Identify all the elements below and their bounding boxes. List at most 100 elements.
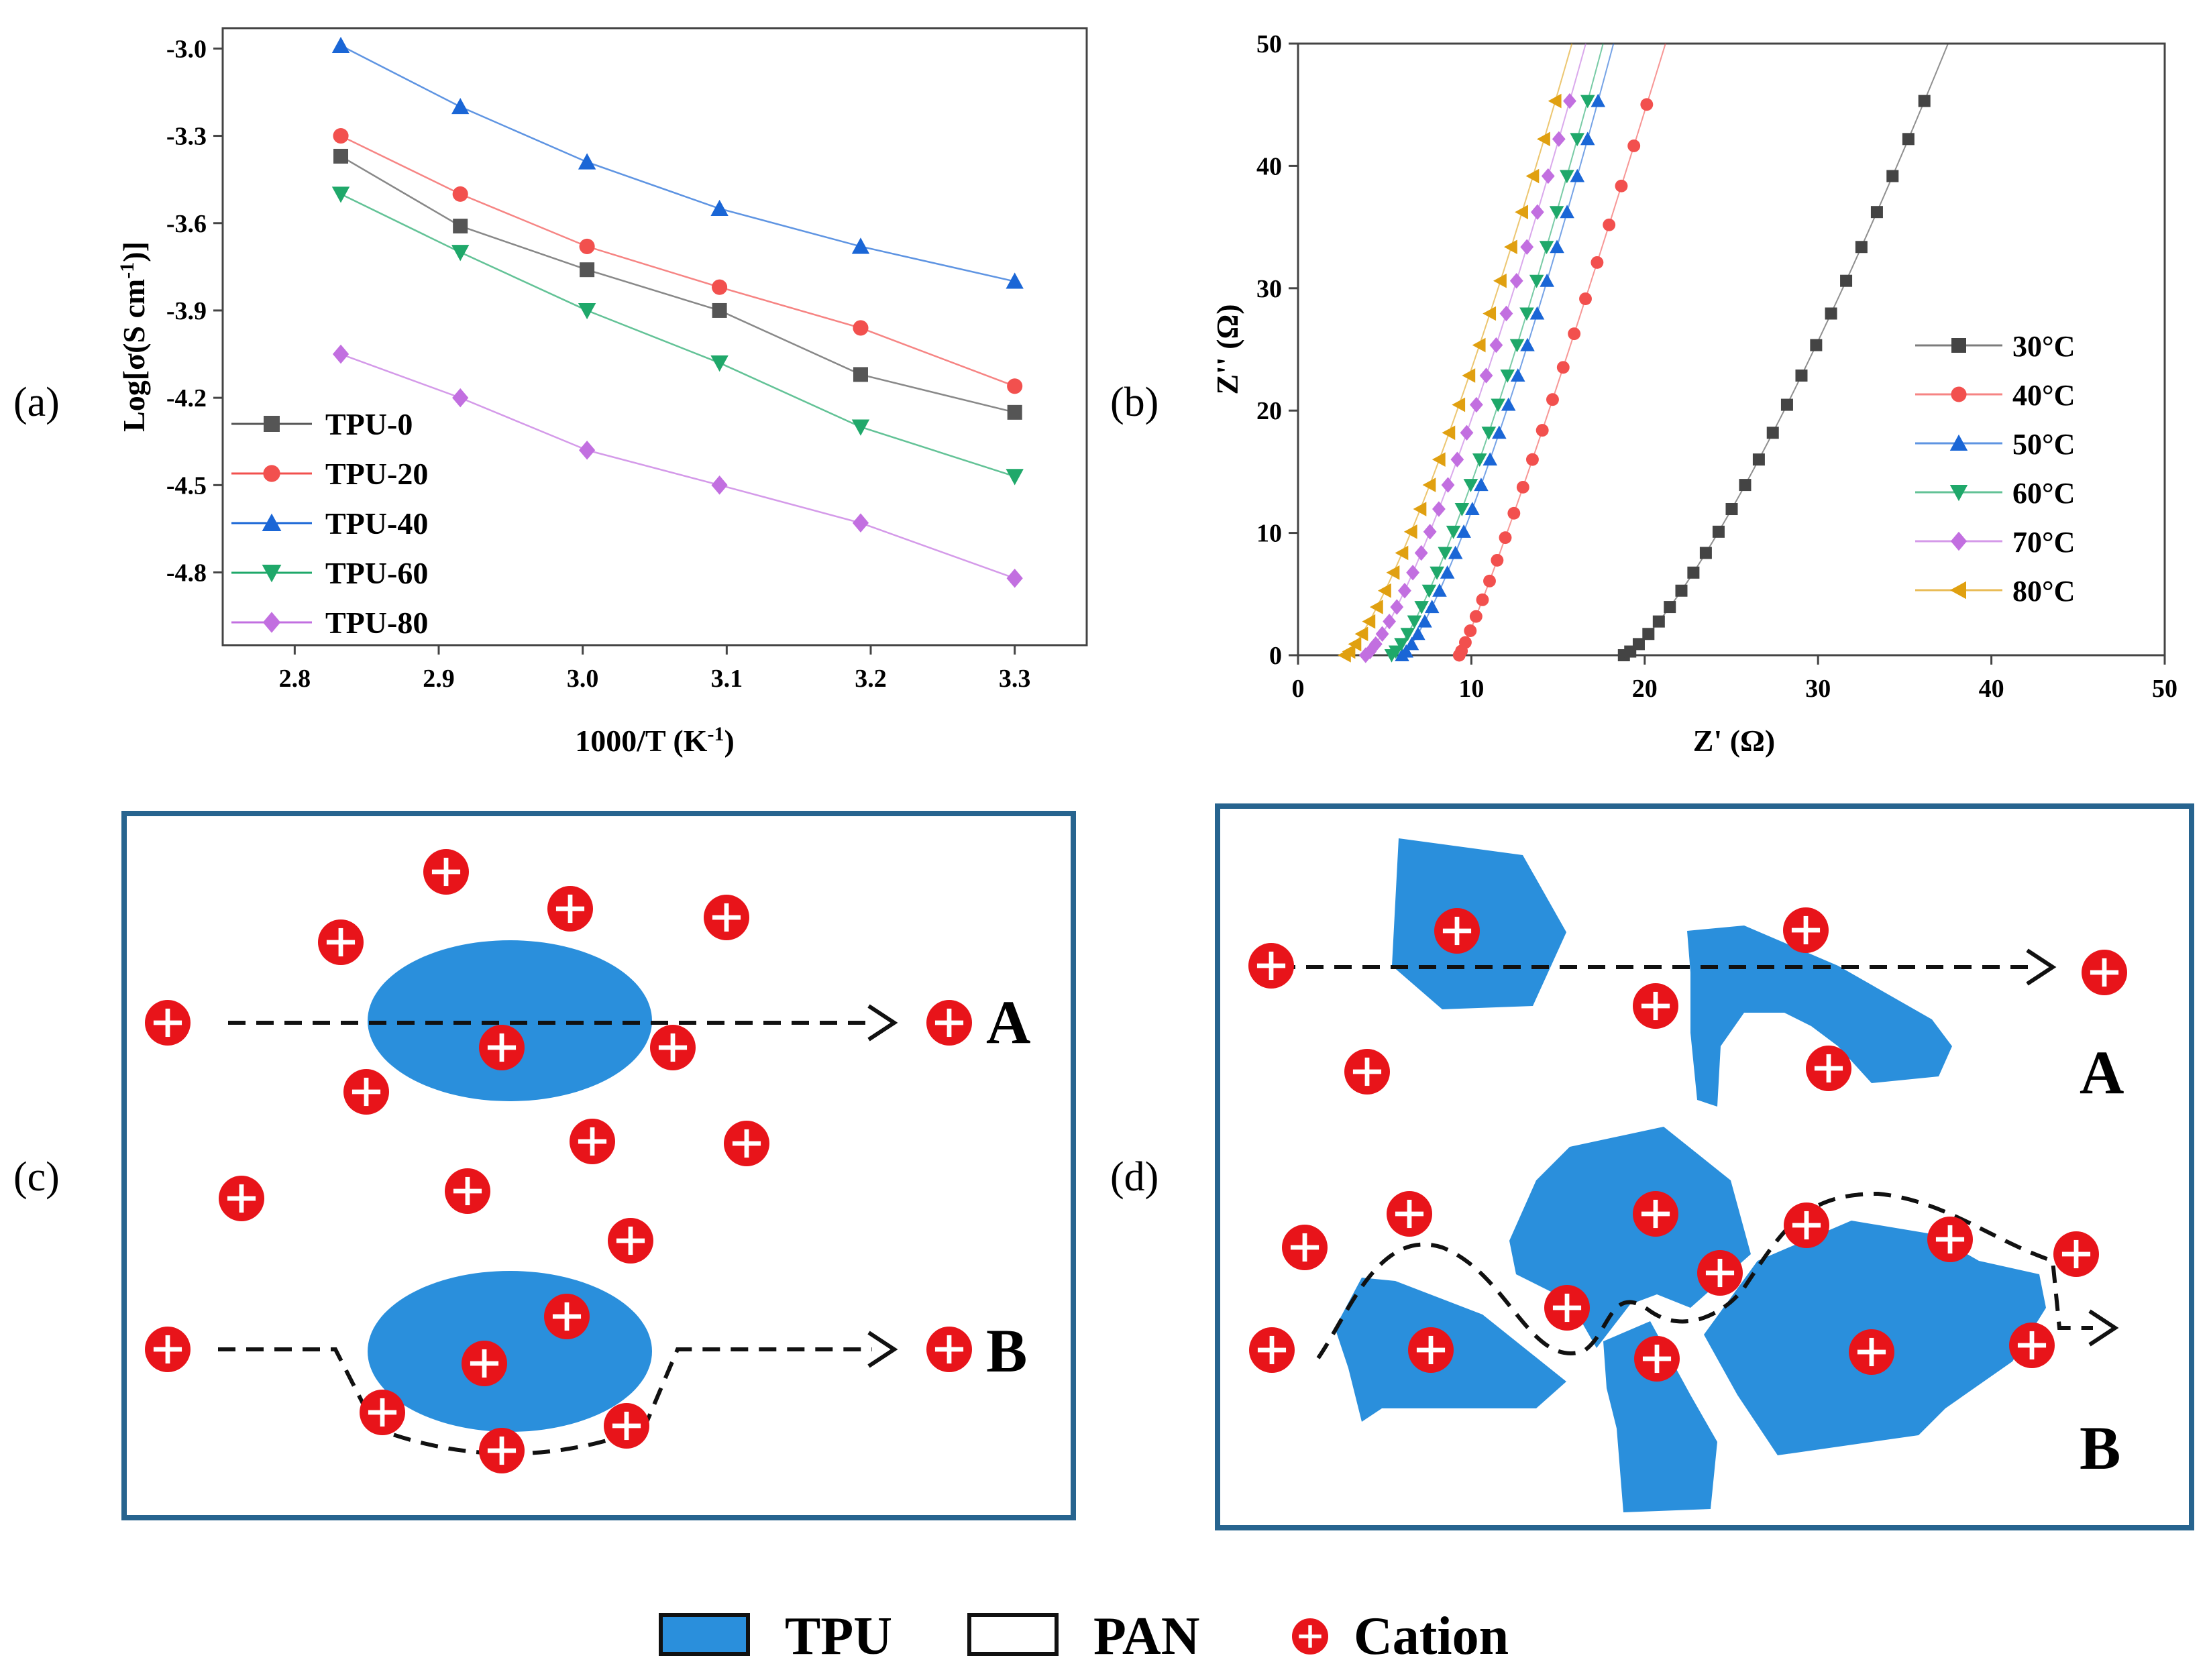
series-line (340, 193, 1016, 478)
series-line (1458, 43, 1666, 656)
schematic-d-cations (1248, 907, 2127, 1382)
data-point (1442, 425, 1456, 441)
legend-item: TPU-60 (231, 556, 428, 590)
data-point (1520, 239, 1534, 255)
data-point (1492, 425, 1507, 439)
schematic-c-cations (145, 849, 972, 1473)
cation-icon (1634, 1336, 1680, 1382)
cation-icon (145, 1327, 191, 1372)
data-point (1432, 501, 1446, 517)
cation-plus (1308, 1625, 1312, 1648)
cation-icon (1292, 1618, 1328, 1655)
cation-plus (1364, 1057, 1370, 1086)
tpu-domain (1603, 1321, 1717, 1512)
data-point (578, 302, 596, 320)
cation-plus (165, 1335, 170, 1364)
legend-marker (1949, 485, 1968, 502)
data-point (1642, 628, 1655, 640)
cation-icon (1387, 1191, 1432, 1237)
data-point (1476, 593, 1489, 606)
data-point (1390, 599, 1404, 615)
data-point (1510, 368, 1525, 382)
y-tick-label: -4.5 (166, 471, 207, 500)
legend-label: TPU-80 (325, 606, 428, 640)
data-point (1403, 524, 1417, 539)
data-point (1400, 628, 1415, 642)
panel-label-a: (a) (13, 380, 60, 425)
data-point (1358, 647, 1372, 663)
data-point (1499, 305, 1513, 322)
cation-icon (479, 1025, 525, 1070)
data-point (1664, 601, 1676, 614)
legend-tpu-label: TPU (785, 1607, 892, 1666)
panel-label-b: (b) (1110, 380, 1159, 425)
data-point (1411, 626, 1425, 640)
cation-plus (947, 1335, 952, 1364)
arrow-head (867, 1331, 898, 1368)
x-tick-label: 3.0 (567, 665, 599, 693)
series-TPU-60 (331, 186, 1024, 486)
data-point (1580, 95, 1595, 109)
cation-plus (2029, 1331, 2035, 1360)
data-point (1591, 93, 1606, 107)
data-point (1652, 615, 1665, 628)
chart-a-ylabel: Log[σ(S cm-1)] (116, 241, 152, 432)
chart-a-xlabel: 1000/T (K-1) (575, 723, 735, 759)
cation-icon (145, 1000, 191, 1046)
series-TPU-40 (331, 36, 1024, 289)
data-point (579, 440, 596, 460)
y-tick-label: -3.9 (166, 297, 207, 325)
x-tick-label: 50 (2152, 675, 2177, 703)
chart-b-xlabel: Z' (Ω) (1693, 724, 1775, 758)
cation-icon (704, 895, 749, 940)
cation-plus (1804, 1211, 1809, 1240)
data-point (1432, 583, 1447, 597)
legend-marker (262, 565, 282, 583)
cation-plus (590, 1127, 595, 1156)
data-point (1354, 626, 1368, 642)
data-point (1840, 274, 1853, 287)
cation-icon (1633, 983, 1678, 1029)
legend-label: TPU-0 (325, 407, 413, 441)
legend-item: 60°C (1915, 477, 2075, 510)
data-point (1591, 256, 1604, 269)
data-point (1398, 583, 1411, 599)
cation-plus (443, 857, 449, 887)
chart-a-y-ticks: -3.0 -3.3 -3.6 -3.9 -4.2 -4.5 -4.8 (166, 35, 223, 587)
cation-plus (1302, 1233, 1307, 1262)
series-40°C (1452, 43, 1666, 662)
data-point (1560, 170, 1574, 184)
series-line (1344, 43, 1573, 656)
y-tick-label: 0 (1269, 642, 1282, 670)
data-point (1499, 531, 1512, 545)
data-point (1550, 239, 1564, 254)
data-point (1383, 613, 1397, 630)
series-60°C (1384, 43, 1604, 663)
pan-swatch (967, 1613, 1059, 1656)
data-point (1404, 636, 1419, 651)
y-tick-label: -4.8 (166, 559, 207, 587)
chart-b-series (1337, 43, 1949, 663)
legend-item: 30°C (1915, 330, 2075, 363)
data-point (1469, 610, 1483, 623)
data-point (451, 97, 470, 115)
cation-icon (2009, 1323, 2055, 1368)
cation-plus (239, 1184, 244, 1213)
data-point (1855, 241, 1868, 254)
cation-plus (624, 1411, 629, 1441)
legend-label: 50°C (2012, 428, 2075, 461)
data-point (1725, 503, 1738, 516)
data-point (1446, 525, 1461, 539)
data-point (1452, 397, 1466, 412)
data-point (1363, 643, 1377, 660)
data-point (1438, 547, 1452, 561)
cation-icon (462, 1341, 507, 1386)
x-tick-label: 30 (1805, 675, 1831, 703)
cation-plus (1564, 1293, 1570, 1323)
cation-plus (2102, 958, 2107, 987)
data-point (1525, 168, 1540, 184)
x-tick-label: 40 (1979, 675, 2004, 703)
cation-icon (343, 1069, 389, 1115)
data-point (332, 344, 349, 364)
cation-icon (1292, 1618, 1328, 1655)
